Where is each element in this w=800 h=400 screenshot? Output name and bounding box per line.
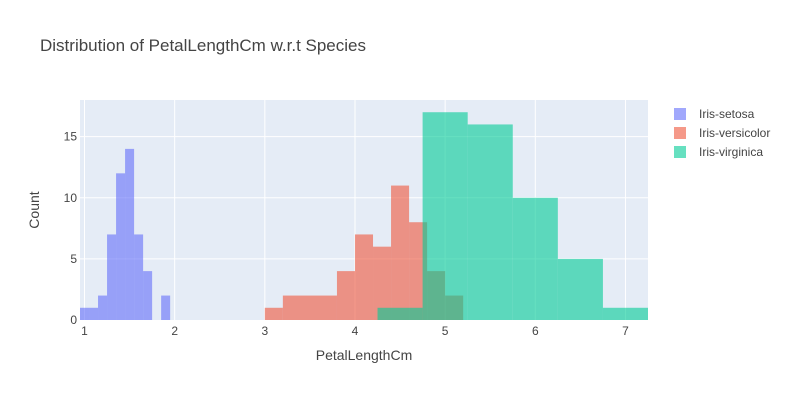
y-axis-ticks: 0 5 10 15: [64, 130, 78, 327]
histogram-bar[interactable]: [143, 271, 153, 320]
series-group: [80, 148, 171, 320]
y-tick-label: 15: [64, 130, 78, 144]
legend-label: Iris-versicolor: [699, 126, 770, 140]
legend-label: Iris-setosa: [699, 107, 755, 121]
x-tick-label: 2: [171, 324, 178, 338]
y-tick-label: 5: [70, 252, 77, 266]
x-tick-label: 4: [352, 324, 359, 338]
histogram-bar[interactable]: [80, 307, 90, 320]
histogram-bar[interactable]: [557, 258, 603, 320]
histogram-bar[interactable]: [282, 295, 337, 320]
histogram-bar[interactable]: [264, 307, 283, 320]
x-tick-label: 1: [81, 324, 88, 338]
histogram-bar[interactable]: [161, 295, 171, 320]
legend-label: Iris-virginica: [699, 145, 763, 159]
histogram-bar[interactable]: [512, 197, 558, 320]
series-group: [377, 112, 648, 320]
histogram-bar[interactable]: [98, 295, 108, 320]
legend[interactable]: Iris-setosa Iris-versicolor Iris-virginica: [674, 107, 770, 159]
legend-item[interactable]: Iris-virginica: [674, 145, 763, 159]
histogram-bar[interactable]: [373, 246, 392, 320]
y-axis-title: Count: [26, 191, 42, 228]
x-axis-title: PetalLengthCm: [316, 347, 413, 363]
histogram-bar[interactable]: [107, 234, 117, 320]
histogram-bar[interactable]: [134, 234, 144, 320]
bars-layer: [80, 112, 648, 320]
histogram-bar[interactable]: [116, 173, 126, 320]
histogram-bar[interactable]: [336, 271, 355, 320]
x-tick-label: 3: [261, 324, 268, 338]
histogram-bar[interactable]: [354, 234, 374, 320]
x-tick-label: 7: [622, 324, 629, 338]
x-tick-label: 5: [442, 324, 449, 338]
y-tick-label: 10: [64, 191, 78, 205]
histogram-bar[interactable]: [125, 148, 135, 320]
histogram-bar[interactable]: [89, 307, 99, 320]
histogram-bar[interactable]: [467, 124, 513, 320]
legend-swatch: [674, 146, 686, 158]
legend-swatch: [674, 127, 686, 139]
histogram-bar[interactable]: [377, 307, 423, 320]
x-axis-ticks: 1 2 3 4 5 6 7: [81, 324, 629, 338]
y-tick-label: 0: [70, 313, 77, 327]
histogram-bar[interactable]: [422, 112, 468, 320]
chart-title: Distribution of PetalLengthCm w.r.t Spec…: [40, 36, 366, 55]
histogram-bar[interactable]: [602, 307, 648, 320]
legend-item[interactable]: Iris-setosa: [674, 107, 755, 121]
legend-item[interactable]: Iris-versicolor: [674, 126, 770, 140]
x-tick-label: 6: [532, 324, 539, 338]
legend-swatch: [674, 108, 686, 120]
histogram-bar[interactable]: [391, 185, 410, 320]
